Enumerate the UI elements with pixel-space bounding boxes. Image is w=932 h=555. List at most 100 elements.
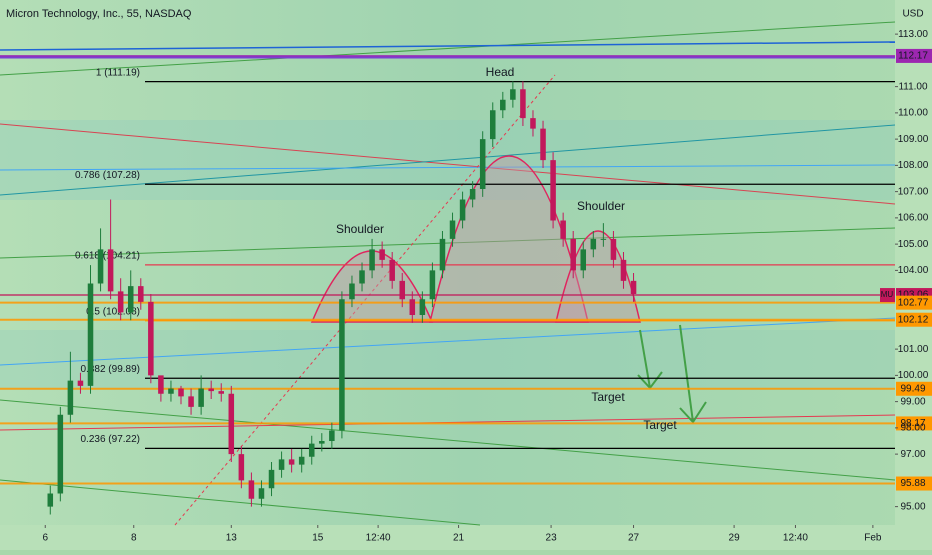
trend-line xyxy=(174,74,556,526)
y-tick-label: 97.00 xyxy=(900,449,925,460)
candle-body xyxy=(138,286,144,302)
candle-body xyxy=(610,238,617,260)
chart-title: Micron Technology, Inc., 55, NASDAQ xyxy=(6,8,192,20)
candle-body xyxy=(208,388,214,392)
candle-body xyxy=(379,249,385,260)
y-tick-label: 110.00 xyxy=(898,108,928,119)
candle-body xyxy=(168,388,174,394)
candle-body xyxy=(87,283,94,386)
candles xyxy=(47,81,637,515)
candle-body xyxy=(218,391,225,394)
candle-body xyxy=(258,488,265,499)
price-tag-label: 103.06 xyxy=(898,290,929,301)
candle-body xyxy=(429,270,436,300)
candle-body xyxy=(288,459,295,465)
y-tick-label: 99.00 xyxy=(900,396,925,407)
candle-body xyxy=(248,480,255,499)
candle-body xyxy=(198,388,204,407)
candle-body xyxy=(148,301,154,376)
candle-body xyxy=(319,441,325,444)
trend-line xyxy=(0,399,896,481)
fib-label: 0.786 (107.28) xyxy=(75,170,140,181)
price-tag xyxy=(896,48,932,63)
candle-body xyxy=(57,414,64,494)
y-tick-label: 111.00 xyxy=(898,81,928,92)
x-tick-label: 8 xyxy=(131,533,137,544)
x-tick-label: 27 xyxy=(628,533,640,544)
price-tag xyxy=(896,295,932,310)
annotation: Head xyxy=(486,65,515,79)
x-tick-label: 12:40 xyxy=(366,533,391,544)
candle-body xyxy=(67,380,74,415)
annotation: Shoulder xyxy=(577,199,625,213)
y-tick-label: 104.00 xyxy=(898,265,929,276)
candle-body xyxy=(329,430,335,441)
price-tag-label: 102.77 xyxy=(898,297,929,308)
price-tag xyxy=(896,416,932,431)
fib-label: 1 (111.19) xyxy=(96,67,140,78)
trend-line xyxy=(0,21,896,76)
candle-body xyxy=(308,443,315,457)
y-tick-label: 113.00 xyxy=(898,29,928,40)
candle-body xyxy=(489,110,496,140)
candle-body xyxy=(620,259,627,281)
candle-body xyxy=(459,199,466,221)
y-tick-label: 108.00 xyxy=(898,160,929,171)
trend-line xyxy=(0,41,896,51)
labels: 95.00 97.00 98.00 99.00 100.00 101.00 104.00 10… xyxy=(42,29,928,544)
candle-body xyxy=(560,220,566,239)
candle-body xyxy=(339,299,345,431)
candle-body xyxy=(550,160,556,221)
candle-body xyxy=(530,118,536,129)
candle-body xyxy=(580,249,587,271)
y-tick-label: 105.00 xyxy=(898,239,929,250)
candle-body xyxy=(409,299,416,315)
x-tick-label: 29 xyxy=(729,533,741,544)
x-tick-label: Feb xyxy=(864,533,882,544)
trend-line xyxy=(0,227,896,259)
candle-body xyxy=(117,291,124,313)
candle-body xyxy=(97,249,104,284)
candle-body xyxy=(107,249,114,292)
x-tick-label: 21 xyxy=(453,533,465,544)
y-tick-label: 106.00 xyxy=(898,213,929,224)
y-tick-label: 101.00 xyxy=(898,344,929,355)
candle-body xyxy=(298,456,305,465)
candle-body xyxy=(278,459,285,470)
annotation: Shoulder xyxy=(336,222,384,236)
trend-line xyxy=(0,479,481,526)
price-tag-label: 98.17 xyxy=(900,418,925,429)
x-tick-label: 15 xyxy=(312,533,324,544)
candle-body xyxy=(399,280,406,300)
candle-body xyxy=(600,238,607,240)
annotation: Target xyxy=(591,390,625,404)
time-axis xyxy=(0,525,895,550)
fib-label: 0.618 (104.21) xyxy=(75,251,140,262)
candle-body xyxy=(570,238,576,271)
y-tick-label: 95.00 xyxy=(900,501,925,512)
price-tag-label: 99.49 xyxy=(900,383,925,394)
candle-body xyxy=(510,89,516,100)
candle-body xyxy=(389,259,395,281)
symbol-tag xyxy=(880,288,895,303)
target-arrow xyxy=(679,324,707,424)
price-tag xyxy=(896,381,932,396)
candle-body xyxy=(228,393,235,455)
candle-body xyxy=(188,396,194,407)
candle-body xyxy=(268,469,275,489)
currency: USD xyxy=(902,9,923,20)
candle-body xyxy=(238,454,245,481)
price-tag xyxy=(896,312,932,327)
y-tick-label: 109.00 xyxy=(898,134,929,145)
candle-body xyxy=(479,139,486,189)
x-tick-label: 6 xyxy=(42,533,48,544)
trend-line xyxy=(0,123,896,205)
fib-label: 0.382 (99.89) xyxy=(81,364,141,375)
fib-levels: 1 (111.19) 0.786 (107.28) 0.618 (104.21) 0.… xyxy=(75,67,895,450)
candle-body xyxy=(630,280,637,294)
symbol-label: MU xyxy=(881,290,894,299)
fib-label: 0.236 (97.22) xyxy=(81,434,141,445)
candle-body xyxy=(439,238,446,271)
